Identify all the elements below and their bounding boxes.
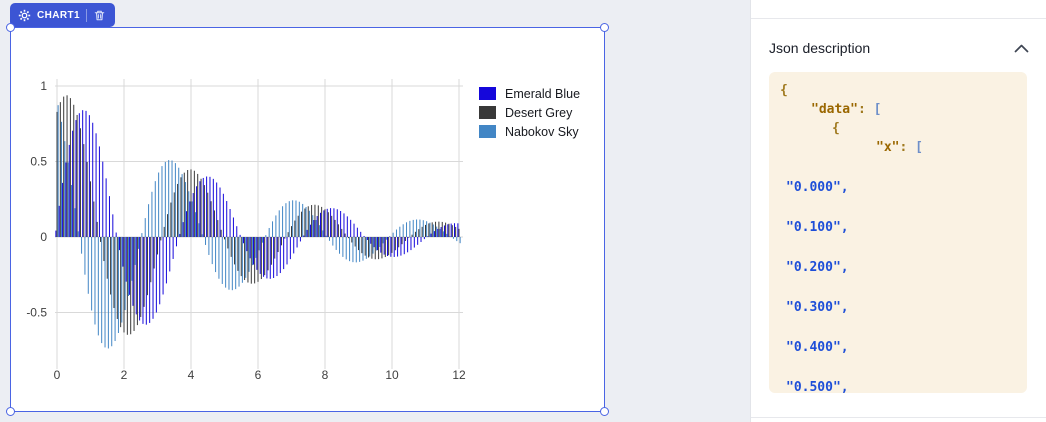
chart-frame[interactable]: 0 2 4 6 8 10 12 1 0.5 0 -0.5 Emerald Blue Desert G… <box>6 23 609 416</box>
code-line: "data": [ <box>811 102 882 117</box>
svg-text:0.5: 0.5 <box>30 155 47 169</box>
code-line: "0.500", <box>786 380 849 393</box>
legend-swatch <box>479 106 496 119</box>
svg-text:10: 10 <box>385 368 399 382</box>
collapse-section-button[interactable] <box>1012 42 1031 55</box>
code-line: "0.100", <box>786 220 849 235</box>
legend-item-nabokov-sky: Nabokov Sky <box>479 122 580 141</box>
chevron-up-icon <box>1014 44 1029 52</box>
panel-divider-bottom <box>751 417 1046 418</box>
json-description-header[interactable]: Json description <box>769 37 1031 59</box>
svg-text:12: 12 <box>452 368 466 382</box>
design-canvas[interactable]: CHART1 0 2 4 6 8 10 12 1 0.5 0 -0.5 Emerald Blue D… <box>0 0 750 422</box>
svg-text:1: 1 <box>40 79 47 93</box>
code-line: { <box>780 83 788 98</box>
chart-badge-label: CHART1 <box>37 9 80 21</box>
svg-text:-0.5: -0.5 <box>26 306 47 320</box>
properties-panel: Json description { "data": [ { "x": [ "0.000… <box>750 0 1046 422</box>
svg-text:0: 0 <box>40 230 47 244</box>
gear-icon[interactable] <box>18 9 31 22</box>
code-line: "0.300", <box>786 300 849 315</box>
code-line: "x": [ <box>876 140 923 155</box>
svg-text:0: 0 <box>54 368 61 382</box>
legend-label: Nabokov Sky <box>505 124 579 139</box>
resize-handle-top-left[interactable] <box>6 23 15 32</box>
panel-divider-top <box>751 18 1046 19</box>
legend-item-emerald-blue: Emerald Blue <box>479 84 580 103</box>
legend-label: Emerald Blue <box>505 86 581 101</box>
badge-divider <box>85 8 87 22</box>
code-line: "0.200", <box>786 260 849 275</box>
resize-handle-bottom-left[interactable] <box>6 407 15 416</box>
code-line: "0.400", <box>786 340 849 355</box>
svg-text:2: 2 <box>121 368 128 382</box>
legend-swatch <box>479 125 496 138</box>
svg-text:6: 6 <box>255 368 262 382</box>
svg-text:4: 4 <box>188 368 195 382</box>
trash-icon[interactable] <box>93 9 106 22</box>
legend-swatch <box>479 87 496 100</box>
json-code-block[interactable]: { "data": [ { "x": [ "0.000", "0.100", "0.200"… <box>769 72 1027 393</box>
code-line: { <box>832 121 840 136</box>
legend-label: Desert Grey <box>505 105 573 120</box>
legend-item-desert-grey: Desert Grey <box>479 103 580 122</box>
bar-chart-plot: 0 2 4 6 8 10 12 1 0.5 0 -0.5 <box>26 79 466 382</box>
json-description-title: Json description <box>769 40 871 56</box>
code-line: "0.000", <box>786 180 849 195</box>
chart-legend: Emerald Blue Desert Grey Nabokov Sky <box>479 84 580 141</box>
svg-text:8: 8 <box>322 368 329 382</box>
chart-selection-badge[interactable]: CHART1 <box>10 3 115 27</box>
resize-handle-bottom-right[interactable] <box>600 407 609 416</box>
resize-handle-top-right[interactable] <box>600 23 609 32</box>
